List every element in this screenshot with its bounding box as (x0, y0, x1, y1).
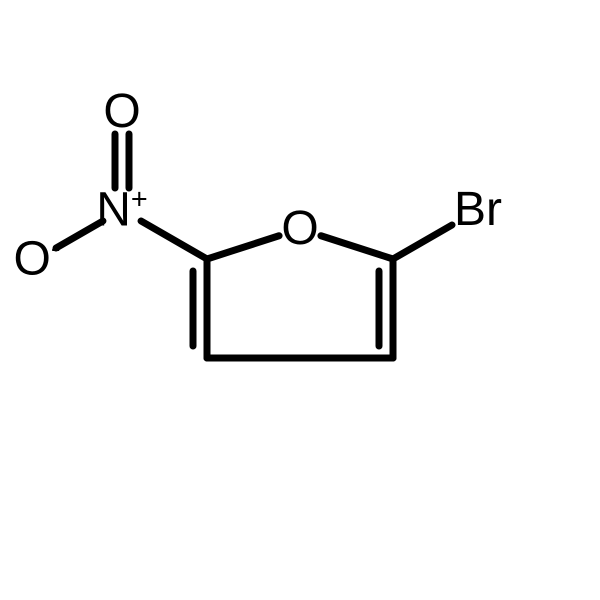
atom-charge: + (131, 184, 148, 216)
atom-O_dbl: O (103, 88, 140, 136)
molecule-canvas: OBrN+OO- (0, 0, 600, 600)
atom-charge: - (51, 233, 61, 265)
atom-N: N+ (96, 186, 148, 235)
atom-Br: Br (454, 186, 502, 234)
bond-layer (0, 0, 600, 600)
atom-symbol: O (14, 233, 51, 286)
atom-O_neg: O- (14, 235, 61, 284)
atom-O_ring: O (281, 205, 318, 253)
atom-symbol: N (96, 184, 131, 237)
